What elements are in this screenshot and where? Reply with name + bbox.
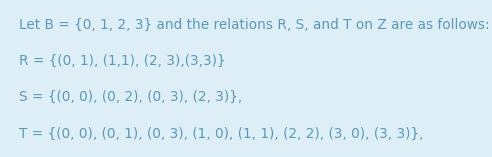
- Text: R = {(0, 1), (1,1), (2, 3),(3,3)}: R = {(0, 1), (1,1), (2, 3),(3,3)}: [19, 54, 225, 68]
- Text: T = {(0, 0), (0, 1), (0, 3), (1, 0), (1, 1), (2, 2), (3, 0), (3, 3)},: T = {(0, 0), (0, 1), (0, 3), (1, 0), (1,…: [19, 126, 423, 141]
- Text: S = {(0, 0), (0, 2), (0, 3), (2, 3)},: S = {(0, 0), (0, 2), (0, 3), (2, 3)},: [19, 90, 242, 104]
- Text: Let B = {0, 1, 2, 3} and the relations R, S, and T on Z are as follows:: Let B = {0, 1, 2, 3} and the relations R…: [19, 18, 490, 32]
